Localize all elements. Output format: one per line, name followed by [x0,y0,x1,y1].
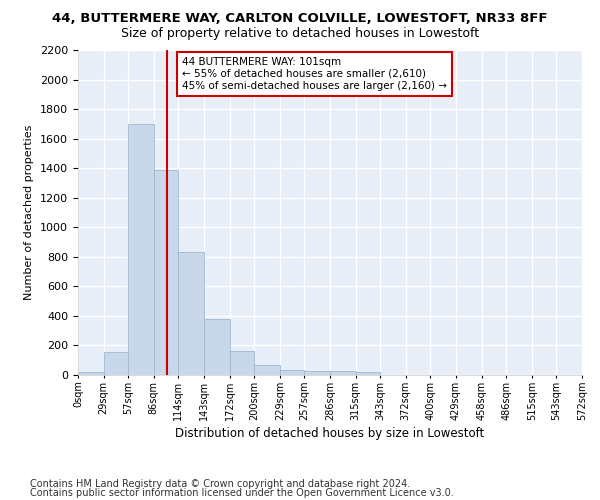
Text: 44 BUTTERMERE WAY: 101sqm
← 55% of detached houses are smaller (2,610)
45% of se: 44 BUTTERMERE WAY: 101sqm ← 55% of detac… [182,58,447,90]
Bar [356,372,380,375]
Bar [154,170,178,375]
Text: Size of property relative to detached houses in Lowestoft: Size of property relative to detached ho… [121,28,479,40]
Bar [280,370,304,375]
Bar [104,352,128,375]
Bar [330,371,356,375]
Bar [178,252,204,375]
Bar [230,350,254,375]
Bar [254,366,280,375]
Text: Contains HM Land Registry data © Crown copyright and database right 2024.: Contains HM Land Registry data © Crown c… [30,479,410,489]
X-axis label: Distribution of detached houses by size in Lowestoft: Distribution of detached houses by size … [175,427,485,440]
Text: Contains public sector information licensed under the Open Government Licence v3: Contains public sector information licen… [30,488,454,498]
Bar [78,372,104,375]
Y-axis label: Number of detached properties: Number of detached properties [25,125,34,300]
Text: 44, BUTTERMERE WAY, CARLTON COLVILLE, LOWESTOFT, NR33 8FF: 44, BUTTERMERE WAY, CARLTON COLVILLE, LO… [52,12,548,26]
Bar [304,371,330,375]
Bar [204,319,230,375]
Bar [128,124,154,375]
